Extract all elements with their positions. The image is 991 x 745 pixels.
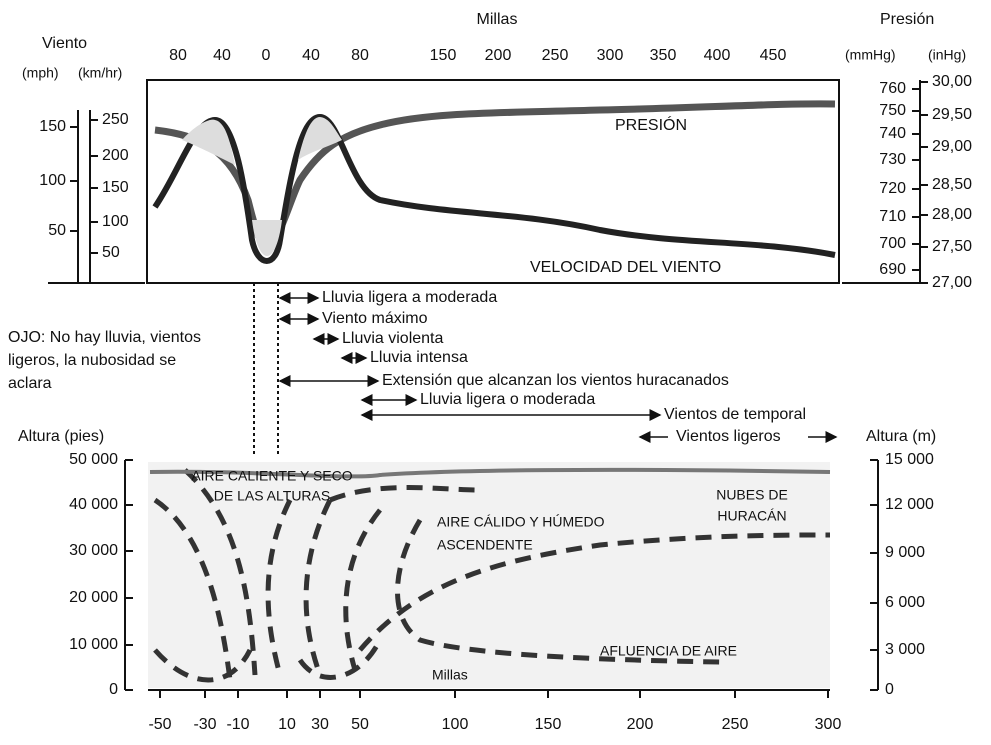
eye-note: ligeros, la nubosidad se (8, 352, 176, 369)
tick-label: 720 (879, 180, 906, 197)
cross-section (148, 462, 830, 688)
axis-label: Millas (432, 667, 468, 683)
tick-label: 29,50 (932, 106, 972, 123)
tick-label: 200 (102, 147, 129, 164)
tick-label: 250 (542, 47, 569, 64)
unit: (km/hr) (78, 65, 122, 81)
meter-title: Altura (m) (866, 428, 936, 445)
tick-label: 150 (102, 179, 129, 196)
zone-label: Vientos ligeros (676, 428, 781, 445)
tick-label: 690 (879, 261, 906, 278)
tick-label: 30 000 (69, 542, 118, 559)
tick-label: 29,00 (932, 138, 972, 155)
tick-label: 50 (48, 222, 66, 239)
region-label: NUBES DE (716, 487, 788, 503)
tick-label: 30,00 (932, 73, 972, 90)
zone-label: Lluvia intensa (370, 349, 468, 366)
zone-label: Lluvia violenta (342, 330, 444, 347)
tick-label: 400 (704, 47, 731, 64)
tick-label: 40 000 (69, 496, 118, 513)
tick-label: 0 (109, 681, 118, 698)
tick-label: 740 (879, 125, 906, 142)
tick-label: 20 000 (69, 589, 118, 606)
region-label: AFLUENCIA DE AIRE (600, 643, 737, 659)
zone-label: Viento máximo (322, 310, 428, 327)
wind-title: Viento (42, 35, 87, 52)
tick-label: 750 (879, 102, 906, 119)
zone-label: Lluvia ligera a moderada (322, 289, 497, 306)
tick-label: 30 (311, 716, 329, 733)
tick-label: 150 (535, 716, 562, 733)
region-label: DE LAS ALTURAS (214, 488, 330, 504)
tick-label: 250 (102, 111, 129, 128)
curve-label: PRESIÓN (615, 115, 687, 134)
tick-label: 10 (278, 716, 296, 733)
streamlines (153, 468, 831, 683)
tick-label: -50 (148, 716, 171, 733)
tick-label: 100 (442, 716, 469, 733)
tick-label: 6 000 (885, 594, 925, 611)
tick-label: 40 (213, 47, 231, 64)
region-label: HURACÁN (717, 508, 786, 524)
tick-label: 700 (879, 235, 906, 252)
tick-label: 10 000 (69, 636, 118, 653)
unit: (inHg) (928, 47, 966, 63)
tick-label: 0 (262, 47, 271, 64)
curve-label: VELOCIDAD DEL VIENTO (530, 259, 721, 276)
unit: (mmHg) (845, 47, 896, 63)
wind-curve (152, 113, 836, 264)
tick-label: 250 (722, 716, 749, 733)
tick-label: 3 000 (885, 641, 925, 658)
eye-note: aclara (8, 375, 52, 392)
tick-label: 100 (39, 172, 66, 189)
unit: (mph) (22, 65, 59, 81)
tick-label: 300 (597, 47, 624, 64)
tick-label: 50 (102, 244, 120, 261)
tick-label: 80 (351, 47, 369, 64)
tick-label: 15 000 (885, 451, 934, 468)
tick-label: 27,00 (932, 274, 972, 291)
tick-label: 40 (302, 47, 320, 64)
top-title: Millas (477, 11, 518, 28)
zone-label: Lluvia ligera o moderada (420, 391, 595, 408)
region-label: ASCENDENTE (437, 537, 533, 553)
cloud-top (149, 467, 831, 479)
tick-label: 100 (102, 213, 129, 230)
tick-label: -10 (226, 716, 249, 733)
tick-label: 50 000 (69, 451, 118, 468)
tick-label: 710 (879, 208, 906, 225)
tick-label: 200 (485, 47, 512, 64)
tick-label: 28,50 (932, 176, 972, 193)
tick-label: -30 (193, 716, 216, 733)
zone-label: Extensión que alcanzan los vientos hurac… (382, 372, 729, 389)
tick-label: 730 (879, 151, 906, 168)
tick-label: 50 (351, 716, 369, 733)
tick-label: 12 000 (885, 496, 934, 513)
tick-label: 150 (430, 47, 457, 64)
feet-title: Altura (pies) (18, 428, 104, 445)
zone-label: Vientos de temporal (664, 406, 806, 423)
tick-label: 150 (39, 118, 66, 135)
eye-note: OJO: No hay lluvia, vientos (8, 329, 201, 346)
pressure-title: Presión (880, 11, 934, 28)
region-label: AIRE CALIENTE Y SECO (191, 468, 352, 484)
tick-label: 300 (815, 716, 842, 733)
tick-label: 350 (650, 47, 677, 64)
tick-label: 450 (760, 47, 787, 64)
tick-label: 760 (879, 80, 906, 97)
tick-label: 28,00 (932, 206, 972, 223)
tick-label: 0 (885, 681, 894, 698)
tick-label: 9 000 (885, 544, 925, 561)
tick-label: 200 (627, 716, 654, 733)
tick-label: 80 (169, 47, 187, 64)
shading (182, 117, 342, 256)
tick-label: 27,50 (932, 238, 972, 255)
region-label: AIRE CÁLIDO Y HÚMEDO (437, 514, 605, 530)
